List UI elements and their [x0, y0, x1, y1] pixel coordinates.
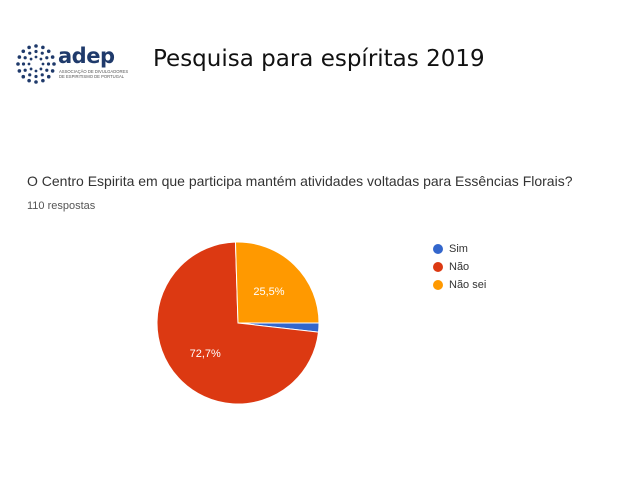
legend-item: Sim: [433, 240, 486, 258]
legend-dot-icon: [433, 262, 443, 272]
legend-item: Não sei: [433, 276, 486, 294]
legend-dot-icon: [433, 280, 443, 290]
legend-label: Sim: [449, 243, 468, 255]
response-count: 110 respostas: [27, 200, 96, 212]
chart-legend: Sim Não Não sei: [433, 240, 486, 294]
adep-logo: adep Associação de Divulgadores de Espir…: [14, 42, 128, 86]
logo-word: adep: [58, 44, 115, 68]
slide-title: Pesquisa para espíritas 2019: [153, 46, 485, 72]
legend-label: Não sei: [449, 279, 487, 291]
slice-label: 72,7%: [190, 348, 221, 360]
legend-item: Não: [433, 258, 486, 276]
legend-dot-icon: [433, 244, 443, 254]
logo-subtitle: Associação de Divulgadores de Espiritism…: [59, 69, 129, 79]
dotted-circle-logo-icon: [16, 44, 56, 84]
legend-label: Não: [449, 261, 470, 273]
slice-label: 25,5%: [253, 286, 284, 298]
survey-question: O Centro Espirita em que participa manté…: [27, 173, 573, 189]
pie-slice-nao-sei: [234, 241, 320, 324]
